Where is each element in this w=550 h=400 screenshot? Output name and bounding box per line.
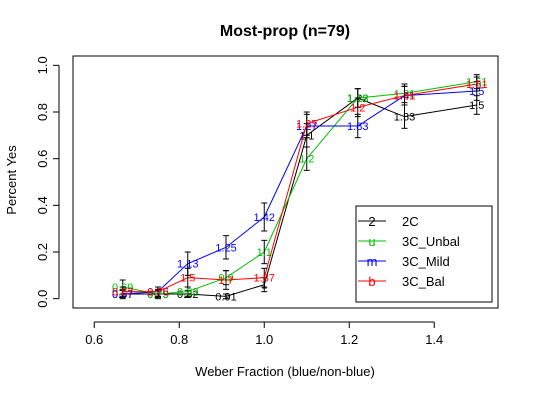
legend-label: 3C_Mild [402,254,450,269]
legend-symbol: 2 [368,214,375,229]
legend-symbol: b [368,274,375,289]
point-label: 1.83 [347,121,368,133]
x-tick-label: 1.0 [255,332,273,347]
chart-title: Most-prop (n=79) [220,23,350,40]
point-label: 1.42 [254,212,275,224]
point-label: 0.75 [147,287,168,299]
point-label: 1.87 [254,273,275,285]
y-axis-label: Percent Yes [4,145,19,215]
point-label: 1.1 [257,247,272,259]
legend-symbol: m [367,254,378,269]
y-tick-label: 0.0 [35,290,50,308]
x-tick-label: 1.4 [425,332,443,347]
axes: 0.6 0.8 1.0 1.2 1.4 0.0 0.2 0.4 0.6 0.8 1.0 [35,56,443,347]
point-label: 1.51 [466,79,487,91]
point-label: 1.5 [180,273,195,285]
legend-label: 3C_Bal [402,274,445,289]
point-label: 1.5 [469,86,484,98]
point-label: 1.2 [299,154,314,166]
point-label: 1.27 [296,119,317,131]
legend-box [355,205,493,303]
legend-label: 3C_Unbal [402,234,460,249]
point-label: 1.25 [215,242,236,254]
legend-label: 2C [402,214,419,229]
x-tick-label: 0.6 [85,332,103,347]
x-tick-label: 0.8 [170,332,188,347]
x-tick-label: 1.2 [340,332,358,347]
point-label: 1.5 [469,100,484,112]
plot-box [72,55,499,309]
legend-symbol: u [368,234,375,249]
point-label: 0.82 [177,287,198,299]
y-tick-label: 1.0 [35,56,50,74]
y-tick-label: 0.6 [35,150,50,168]
point-label: 1.2 [350,102,365,114]
series-3C_Bal: 0.67 0.75 1.5 1.7 1.87 1.27 1.2 1.31 1.51 [112,76,487,299]
point-label: 1.13 [177,259,198,271]
point-label: 0.67 [112,287,133,299]
point-label: 0.91 [215,291,236,303]
y-tick-label: 0.2 [35,243,50,261]
point-label: 1.7 [218,275,233,287]
point-label: 1.33 [394,112,415,124]
y-tick-label: 0.8 [35,103,50,121]
y-tick-label: 0.4 [35,196,50,214]
series-layer: 0.670.750.820.9111.11.221.331.50.690.750… [112,74,487,303]
point-label: 1.31 [394,91,415,103]
x-axis-label: Weber Fraction (blue/non-blue) [195,364,375,379]
